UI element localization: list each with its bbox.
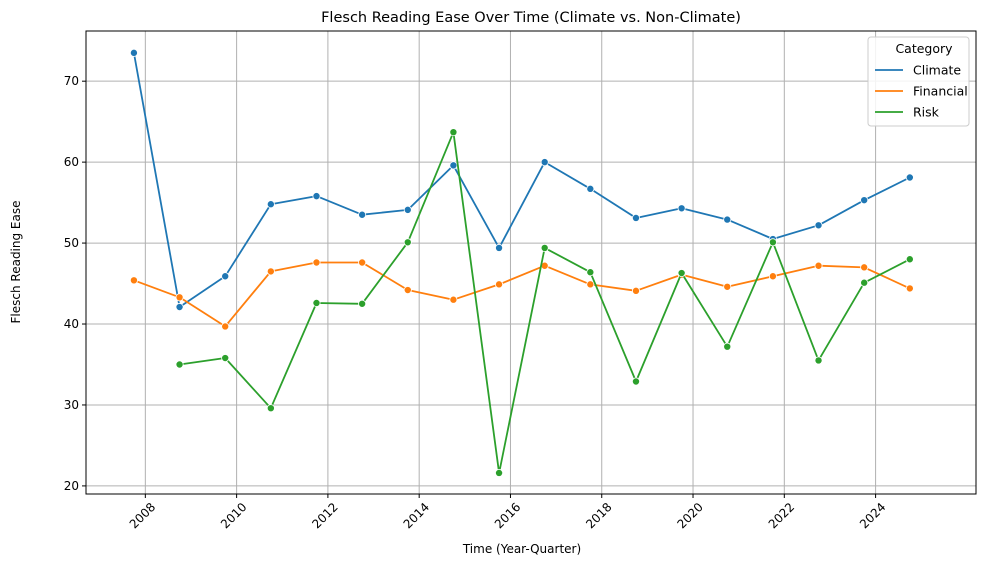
y-axis-label: Flesch Reading Ease	[9, 201, 23, 324]
data-point-climate	[403, 205, 412, 214]
data-point-financial	[175, 293, 184, 302]
series-financial	[129, 258, 914, 331]
series-climate	[129, 48, 914, 312]
data-point-climate	[221, 272, 230, 281]
y-tick-label: 40	[64, 317, 79, 331]
data-point-climate	[586, 184, 595, 193]
chart-title: Flesch Reading Ease Over Time (Climate v…	[321, 10, 741, 26]
data-point-climate	[175, 303, 184, 312]
data-point-financial	[403, 286, 412, 295]
data-point-financial	[358, 258, 367, 267]
data-point-financial	[312, 258, 321, 267]
data-point-risk	[860, 278, 869, 287]
data-point-financial	[768, 272, 777, 281]
data-point-risk	[266, 404, 275, 413]
data-point-risk	[723, 342, 732, 351]
data-point-risk	[814, 356, 823, 365]
data-point-financial	[449, 295, 458, 304]
data-point-climate	[723, 215, 732, 224]
legend-label-risk: Risk	[913, 105, 940, 120]
legend-title: Category	[895, 41, 953, 56]
data-point-risk	[540, 243, 549, 252]
data-point-risk	[586, 268, 595, 277]
data-point-financial	[723, 282, 732, 291]
y-tick-label: 70	[64, 74, 79, 88]
plot-frame	[85, 30, 977, 495]
series-line-financial	[133, 261, 911, 328]
data-point-climate	[312, 192, 321, 201]
y-tick-label: 50	[64, 236, 79, 250]
legend-label-financial: Financial	[913, 84, 968, 99]
data-point-risk	[631, 377, 640, 386]
data-point-risk	[768, 238, 777, 247]
data-point-financial	[860, 263, 869, 272]
legend-label-climate: Climate	[913, 63, 961, 78]
data-point-risk	[175, 360, 184, 369]
legend-box	[867, 36, 970, 127]
data-point-risk	[221, 354, 230, 363]
data-point-climate	[266, 200, 275, 209]
data-point-risk	[905, 255, 914, 264]
series-risk	[175, 128, 914, 477]
data-point-financial	[129, 276, 138, 285]
data-point-risk	[312, 298, 321, 307]
data-point-financial	[266, 267, 275, 276]
data-point-risk	[358, 299, 367, 308]
x-axis-label: Time (Year-Quarter)	[462, 542, 581, 556]
data-point-financial	[221, 322, 230, 331]
data-point-climate	[358, 210, 367, 219]
y-tick-label: 60	[64, 155, 79, 169]
y-tick-label: 30	[64, 398, 79, 412]
y-tick-label: 20	[64, 479, 79, 493]
data-point-financial	[495, 280, 504, 289]
data-point-financial	[905, 284, 914, 293]
data-point-climate	[631, 213, 640, 222]
data-point-climate	[677, 204, 686, 213]
data-point-climate	[449, 161, 458, 170]
data-point-climate	[495, 243, 504, 252]
data-point-climate	[129, 48, 138, 57]
data-point-climate	[860, 196, 869, 205]
data-point-financial	[586, 280, 595, 289]
legend: Category Climate Financial Risk	[867, 36, 970, 127]
data-point-risk	[677, 269, 686, 278]
data-point-financial	[814, 261, 823, 270]
data-point-risk	[403, 238, 412, 247]
data-point-climate	[540, 158, 549, 167]
series-layer	[129, 48, 914, 477]
data-point-risk	[449, 128, 458, 137]
data-point-climate	[814, 221, 823, 230]
y-axis: 20 30 40 50 60 70	[64, 74, 86, 493]
data-point-risk	[495, 468, 504, 477]
series-line-climate	[133, 52, 911, 308]
data-point-climate	[905, 173, 914, 182]
data-point-financial	[631, 286, 640, 295]
